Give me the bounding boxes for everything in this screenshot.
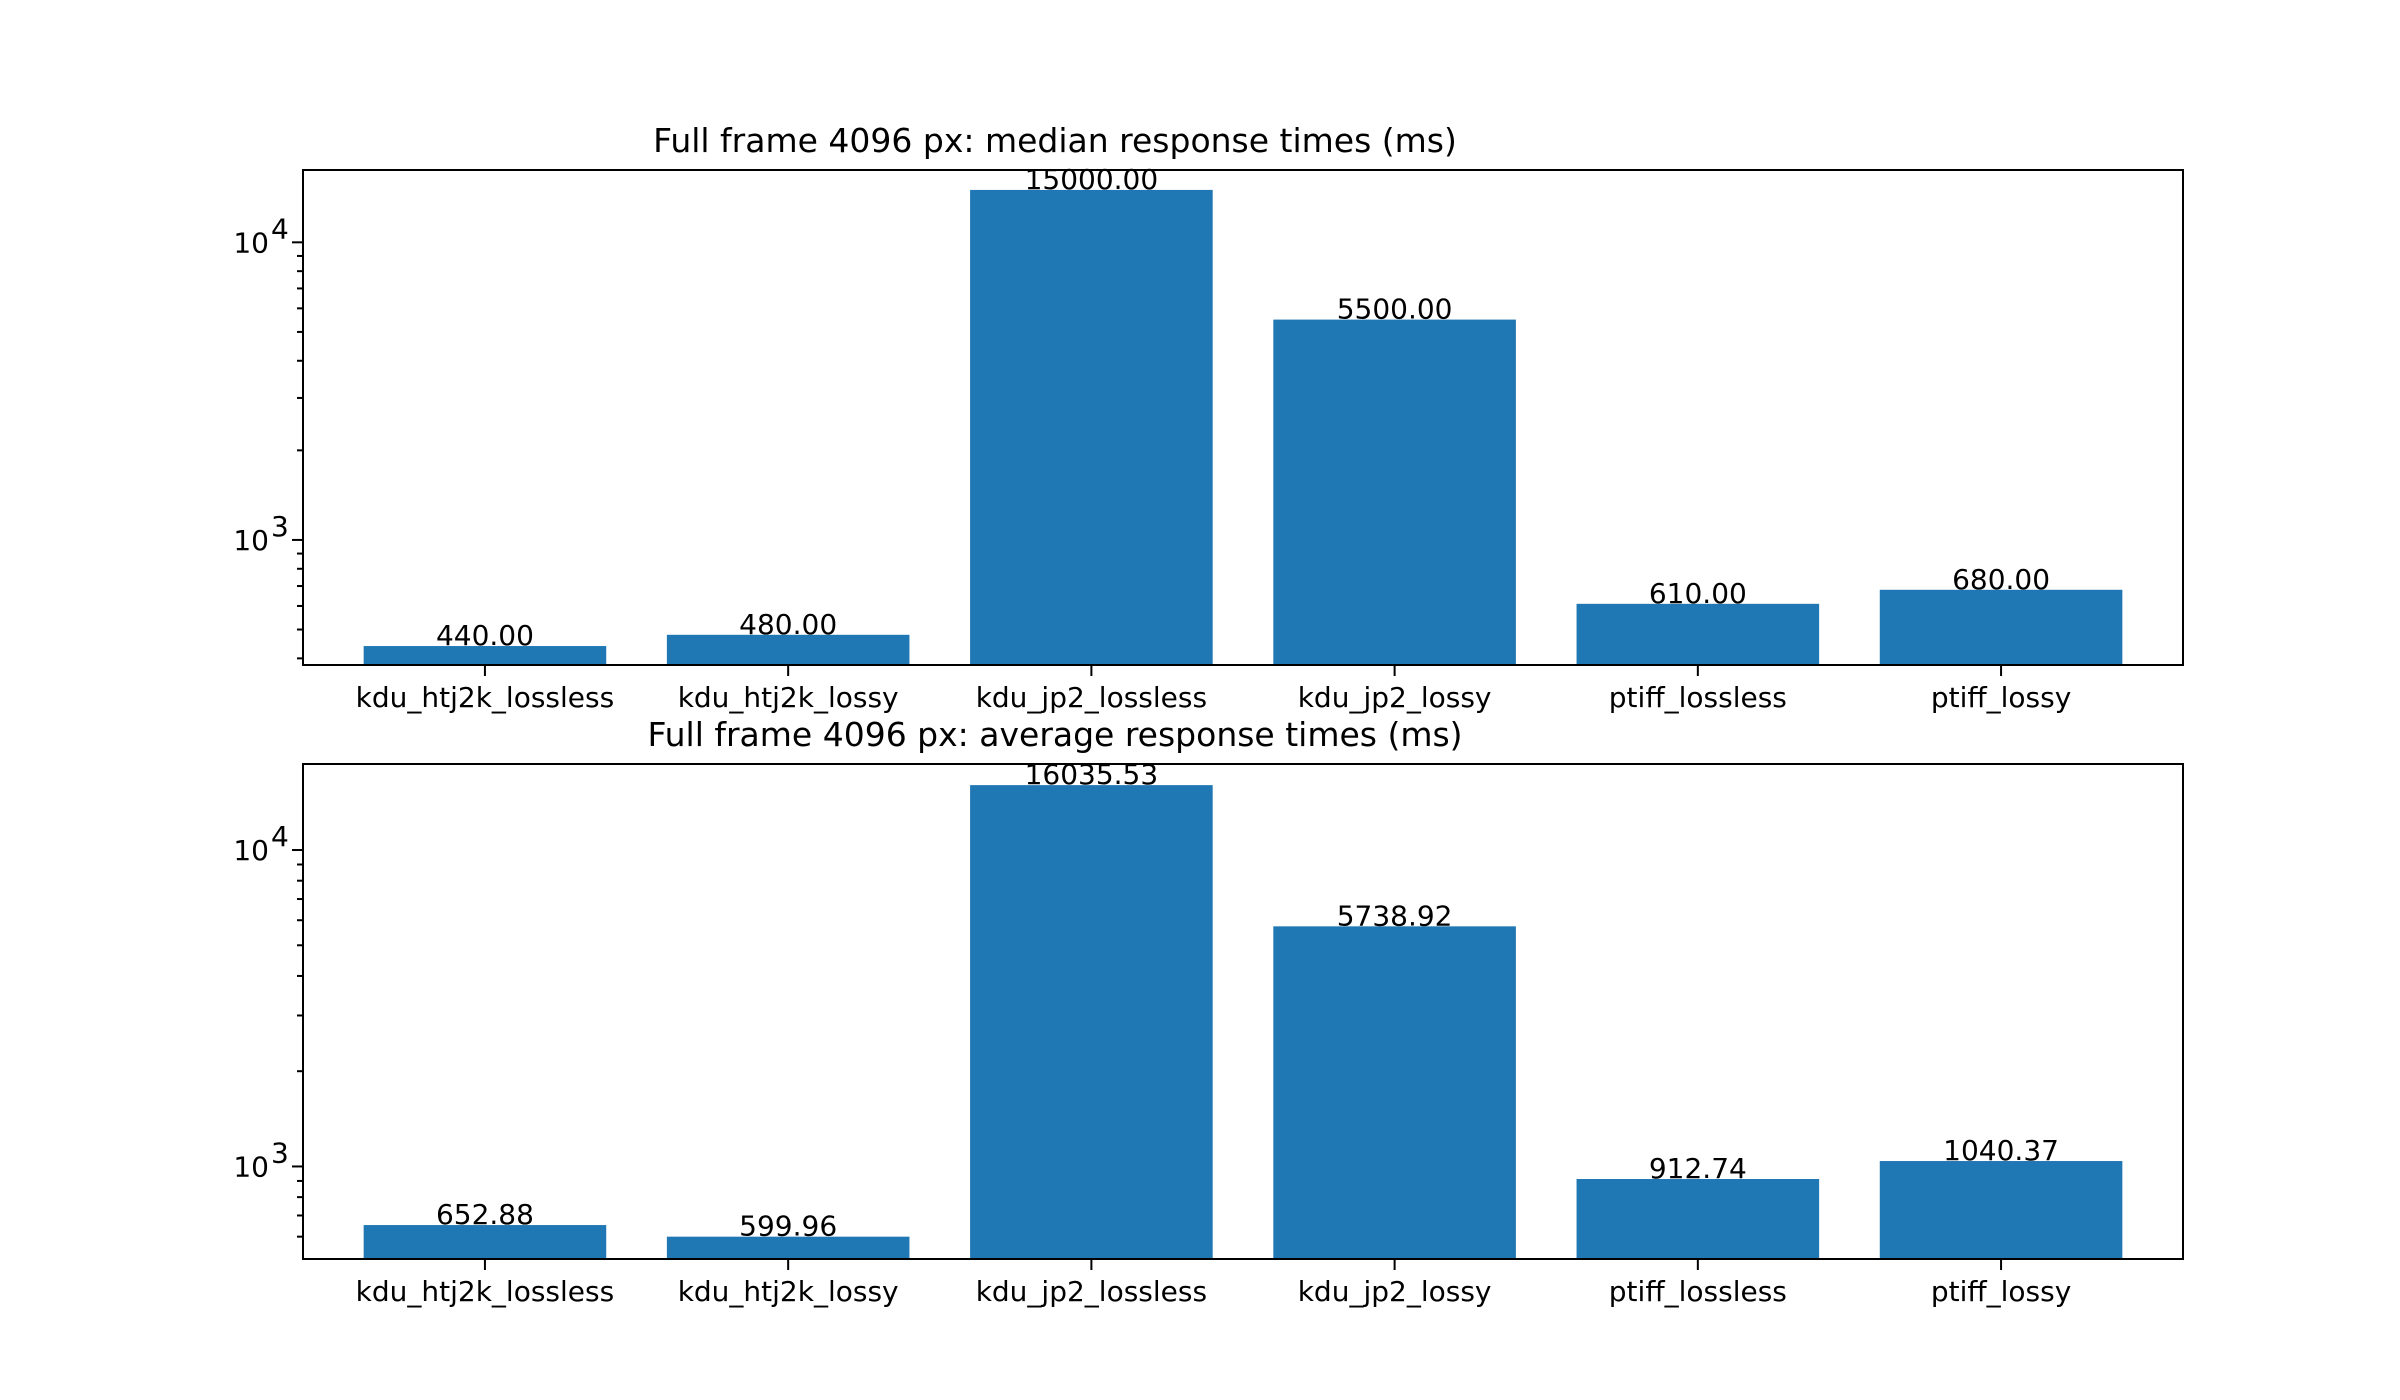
x-tick-label: kdu_jp2_lossless xyxy=(976,681,1207,714)
data-label: 440.00 xyxy=(436,619,534,652)
bar-kdu_jp2_lossy xyxy=(1273,319,1516,665)
bar-kdu_htj2k_lossless xyxy=(363,1225,607,1259)
bar-kdu_jp2_lossless xyxy=(970,189,1213,665)
data-label: 680.00 xyxy=(1952,563,2050,596)
bar-ptiff_lossy xyxy=(1879,1161,2123,1259)
bar-kdu_jp2_lossy xyxy=(1273,926,1516,1259)
x-tick-label: kdu_htj2k_lossless xyxy=(356,681,615,714)
bar-kdu_htj2k_lossless xyxy=(363,646,607,665)
bar-kdu_jp2_lossless xyxy=(970,785,1213,1259)
x-tick-label: kdu_jp2_lossy xyxy=(1298,1275,1492,1308)
axes-frame xyxy=(302,763,2184,1260)
data-label: 5500.00 xyxy=(1337,293,1453,326)
plot-area: 652.88 599.9616035.535738.92912.741040.37… xyxy=(233,758,2184,1308)
y-tick-exponent: 3 xyxy=(271,1136,289,1169)
x-tick-label: ptiff_lossy xyxy=(1931,681,2071,714)
chart-average: Full frame 4096 px: average response tim… xyxy=(233,715,2184,1308)
y-tick-label: 10 xyxy=(233,226,269,259)
chart-title: Full frame 4096 px: average response tim… xyxy=(647,715,1462,754)
bar-ptiff_lossless xyxy=(1576,1179,1820,1259)
data-label: 652.88 xyxy=(436,1198,534,1231)
bar-kdu_htj2k_lossy xyxy=(666,1236,910,1259)
chart-title: Full frame 4096 px: median response time… xyxy=(653,121,1457,160)
data-label: 610.00 xyxy=(1649,577,1747,610)
x-tick-label: ptiff_lossless xyxy=(1609,681,1787,714)
data-label: 912.74 xyxy=(1649,1152,1747,1185)
y-tick-exponent: 3 xyxy=(271,510,289,543)
x-tick-label: kdu_jp2_lossy xyxy=(1298,681,1492,714)
data-label: 480.00 xyxy=(739,608,837,641)
y-tick-label: 10 xyxy=(233,524,269,557)
bar-kdu_htj2k_lossy xyxy=(666,634,910,665)
bar-ptiff_lossless xyxy=(1576,603,1820,665)
y-tick-exponent: 4 xyxy=(271,820,289,853)
plot-area: 440.00 480.00 15000.00 5500.00 610.00 680.00 1… xyxy=(233,163,2184,714)
x-tick-label: kdu_htj2k_lossless xyxy=(356,1275,615,1308)
data-label: 15000.00 xyxy=(1025,163,1159,196)
axes-frame xyxy=(302,169,2184,666)
x-tick-label: kdu_htj2k_lossy xyxy=(678,1275,899,1308)
y-tick-label: 10 xyxy=(233,1150,269,1183)
x-tick-label: kdu_jp2_lossless xyxy=(976,1275,1207,1308)
x-tick-label: ptiff_lossy xyxy=(1931,1275,2071,1308)
x-tick-label: ptiff_lossless xyxy=(1609,1275,1787,1308)
bar-ptiff_lossy xyxy=(1879,589,2123,665)
data-label: 599.96 xyxy=(739,1210,837,1243)
x-tick-label: kdu_htj2k_lossy xyxy=(678,681,899,714)
chart-median: Full frame 4096 px: median response time… xyxy=(233,121,2184,714)
data-label: 5738.92 xyxy=(1337,899,1453,932)
y-tick-label: 10 xyxy=(233,834,269,867)
data-label: 1040.37 xyxy=(1943,1134,2059,1167)
y-tick-exponent: 4 xyxy=(271,212,289,245)
